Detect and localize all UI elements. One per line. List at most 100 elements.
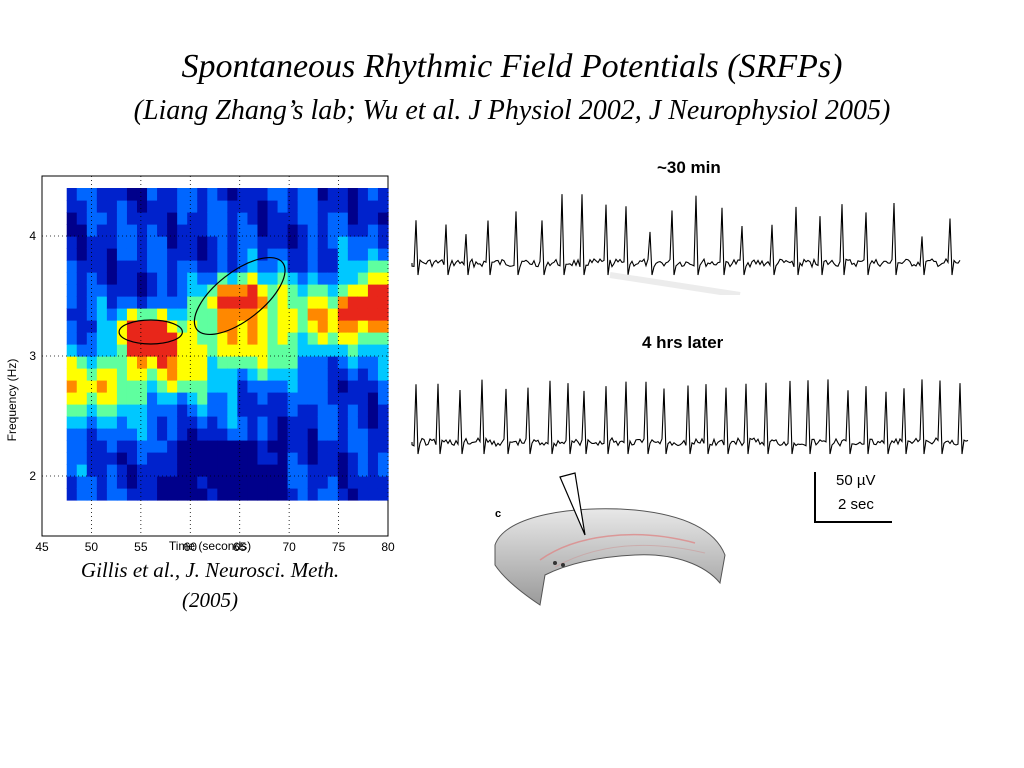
heatmap-cell (76, 188, 88, 201)
heatmap-cell (126, 224, 138, 237)
heatmap-cell (197, 320, 208, 333)
heatmap-cell (197, 332, 208, 345)
heatmap-cell (277, 260, 289, 273)
heatmap-cell (267, 320, 279, 333)
heatmap-cell (367, 320, 379, 333)
heatmap-cell (277, 344, 289, 357)
heatmap-cell (197, 452, 208, 465)
y-axis-label: Frequency (Hz) (5, 359, 19, 442)
heatmap-cell (277, 404, 289, 417)
heatmap-cell (136, 320, 148, 333)
heatmap-cell (66, 320, 78, 333)
heatmap-cell (357, 488, 369, 501)
heatmap-cell (187, 476, 198, 489)
heatmap-cell (327, 332, 339, 345)
heatmap-cell (307, 296, 319, 309)
spectrogram-chart: 45 50 55 60 65 70 75 80 2 3 4 Time (seconds) Freq… (5, 175, 395, 554)
heatmap-cell (106, 380, 118, 393)
heatmap-cell (337, 464, 349, 477)
heatmap-cell (167, 428, 178, 441)
heatmap-cell (126, 392, 138, 405)
heatmap-cell (267, 248, 279, 261)
heatmap-cell (177, 452, 188, 465)
heatmap-cell (327, 296, 339, 309)
heatmap-cell (126, 464, 138, 477)
heatmap-cell (227, 368, 238, 381)
heatmap-cell (136, 464, 148, 477)
heatmap-cell (66, 284, 78, 297)
heatmap-cell (76, 440, 88, 453)
heatmap-cell (327, 464, 339, 477)
heatmap-cell (307, 368, 319, 381)
heatmap-cell (147, 392, 158, 405)
heatmap-cell (347, 368, 359, 381)
heatmap-cell (257, 404, 269, 417)
heatmap-cell (267, 272, 279, 285)
heatmap-cell (126, 416, 138, 429)
heatmap-cell (317, 248, 329, 261)
heatmap-cell (76, 392, 88, 405)
heatmap-cell (247, 344, 259, 357)
heatmap-cell (357, 248, 369, 261)
heatmap-cell (367, 224, 379, 237)
heatmap-cell (327, 392, 339, 405)
heatmap-cell (327, 200, 339, 213)
heatmap-cell (106, 236, 118, 249)
scale-bar (814, 472, 892, 523)
heatmap-cell (377, 344, 389, 357)
heatmap-cell (136, 476, 148, 489)
heatmap-cell (106, 392, 118, 405)
heatmap-cell (277, 392, 289, 405)
heatmap-cell (307, 488, 319, 501)
heatmap-cell (96, 260, 108, 273)
heatmap-cell (207, 392, 218, 405)
heatmap-cell (207, 236, 218, 249)
heatmap-cell (147, 236, 158, 249)
panel-letter: c (495, 508, 501, 520)
site-marker (553, 561, 557, 565)
heatmap-cell (116, 188, 128, 201)
heatmap-cell (277, 428, 289, 441)
heatmap-cell (227, 464, 238, 477)
heatmap-cell (86, 428, 98, 441)
heatmap-cell (197, 308, 208, 321)
figure-caption: Gillis et al., J. Neurosci. Meth. (2005) (40, 555, 380, 615)
heatmap-cell (66, 392, 78, 405)
heatmap-cell (257, 488, 269, 501)
heatmap-cell (116, 272, 128, 285)
heatmap-cell (167, 236, 178, 249)
heatmap-cell (86, 380, 98, 393)
heatmap-cell (267, 392, 279, 405)
heatmap-cell (126, 452, 138, 465)
heatmap-cell (247, 308, 259, 321)
heatmap-cell (167, 296, 178, 309)
heatmap-cell (217, 476, 228, 489)
heatmap-cell (66, 404, 78, 417)
heatmap-cell (147, 404, 158, 417)
heatmap-cell (357, 404, 369, 417)
heatmap-cell (307, 320, 319, 333)
heatmap-cell (327, 476, 339, 489)
heatmap-cell (237, 488, 249, 501)
heatmap-cell (126, 488, 138, 501)
heatmap-cell (86, 440, 98, 453)
heatmap-cell (187, 272, 198, 285)
heatmap-cell (247, 392, 259, 405)
heatmap-cell (317, 440, 329, 453)
heatmap-cell (126, 308, 138, 321)
heatmap-cell (317, 476, 329, 489)
heatmap-cell (337, 320, 349, 333)
heatmap-cell (377, 188, 389, 201)
heatmap-cell (147, 452, 158, 465)
heatmap-cell (267, 488, 279, 501)
heatmap-cell (157, 296, 168, 309)
heatmap-cell (367, 392, 379, 405)
heatmap-cell (217, 452, 228, 465)
heatmap-cell (126, 212, 138, 225)
heatmap-cell (277, 200, 289, 213)
heatmap-cell (337, 200, 349, 213)
heatmap-cell (377, 320, 389, 333)
heatmap-cell (337, 428, 349, 441)
heatmap-cell (207, 188, 218, 201)
heatmap-cell (237, 416, 249, 429)
